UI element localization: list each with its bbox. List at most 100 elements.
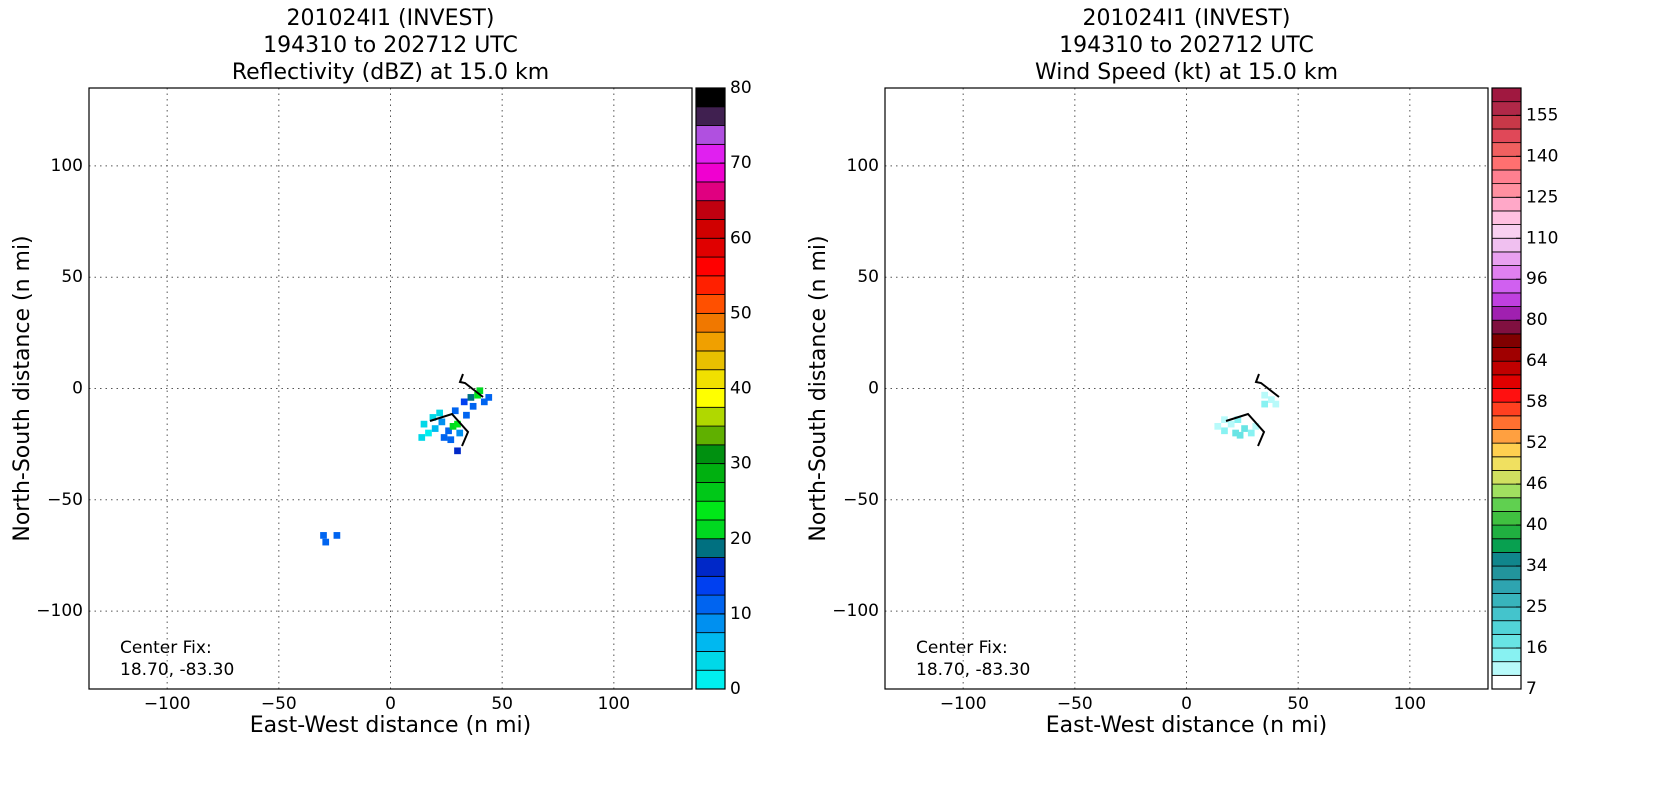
colorbar-tick-label: 46 <box>1526 474 1548 494</box>
colorbar-tick-label: 60 <box>730 228 752 248</box>
colorbar-tick-label: 58 <box>1526 392 1548 412</box>
radar-cell <box>474 391 481 399</box>
colorbar-segment <box>1491 142 1522 157</box>
colorbar-segment <box>695 575 726 596</box>
colorbar-segment <box>1491 565 1522 581</box>
colorbar-segment <box>695 294 726 314</box>
x-tick-label: 100 <box>598 694 630 714</box>
radar-cell <box>333 532 341 539</box>
radar-cell <box>445 427 452 435</box>
x-tick-label: −100 <box>144 694 191 714</box>
annotation: Center Fix: <box>916 638 1008 658</box>
colorbar-segment <box>1491 251 1522 266</box>
colorbar-tick-label: 155 <box>1526 105 1558 125</box>
colorbar-tick-label: 0 <box>730 679 741 699</box>
x-axis-label: East-West distance (n mi) <box>1046 713 1327 738</box>
colorbar-segment <box>695 463 726 483</box>
radar-cell <box>463 411 470 419</box>
colorbar-tick-label: 16 <box>1526 638 1548 658</box>
radar-cell <box>469 402 477 410</box>
colorbar-segment <box>695 331 726 352</box>
colorbar-tick-label: 125 <box>1526 187 1558 207</box>
colorbar-segment <box>1491 442 1522 458</box>
radar-cell <box>1268 396 1275 403</box>
plot-frame <box>884 87 1489 690</box>
colorbar-segment <box>1491 511 1522 526</box>
colorbar-segment <box>1491 620 1522 635</box>
colorbar-segment <box>695 200 726 220</box>
colorbar-segment <box>1491 592 1522 608</box>
chart-title: Reflectivity (dBZ) at 15.0 km <box>232 60 549 85</box>
colorbar-tick-label: 70 <box>730 153 752 173</box>
radar-cell <box>436 409 443 417</box>
colorbar-segment <box>695 632 726 652</box>
x-axis-label: East-West distance (n mi) <box>250 713 531 738</box>
colorbar-segment <box>695 275 726 295</box>
colorbar-segment <box>695 519 726 540</box>
radar-cell <box>1241 425 1248 432</box>
radar-cell <box>320 532 327 539</box>
barb <box>458 373 484 398</box>
colorbar-segment <box>695 312 726 333</box>
colorbar-segment <box>695 538 726 558</box>
colorbar-segment <box>1491 114 1522 130</box>
radar-cell <box>460 398 468 406</box>
radar-cell <box>431 425 439 432</box>
colorbar-segment <box>1491 633 1522 649</box>
colorbar-tick-label: 30 <box>730 454 752 474</box>
y-tick-label: 50 <box>857 267 879 287</box>
colorbar-segment <box>695 425 726 446</box>
x-tick-label: 50 <box>491 694 513 714</box>
y-tick-label: 0 <box>72 379 83 399</box>
colorbar-segment <box>1491 415 1522 430</box>
radar-cell <box>454 447 461 455</box>
colorbar-segment <box>695 406 726 427</box>
radar-cell <box>1234 416 1242 424</box>
y-tick-label: 50 <box>61 267 83 287</box>
colorbar-segment <box>695 482 726 502</box>
colorbar-segment <box>1491 388 1522 403</box>
annotation: 18.70, -83.30 <box>120 660 234 680</box>
x-tick-label: 50 <box>1287 694 1309 714</box>
colorbar-tick-label: 34 <box>1526 556 1548 576</box>
radar-cell <box>1221 416 1228 424</box>
chart-title: 194310 to 202712 UTC <box>263 33 518 58</box>
radar-cell <box>1252 422 1260 430</box>
colorbar-segment <box>1491 374 1522 389</box>
radar-cell <box>1261 391 1269 399</box>
radar-cell <box>485 394 493 401</box>
colorbar-segment <box>695 594 726 615</box>
radar-cell <box>480 398 488 406</box>
colorbar-segment <box>1491 292 1522 307</box>
radar-cell <box>1261 400 1269 408</box>
plot-frame <box>88 87 693 690</box>
radar-cell <box>467 394 475 401</box>
colorbar-segment <box>695 500 726 521</box>
colorbar-segment <box>695 219 726 239</box>
colorbar-segment <box>1491 401 1522 417</box>
colorbar-segment <box>1491 210 1522 225</box>
x-tick-label: 0 <box>1181 694 1192 714</box>
radar-cell <box>456 429 464 437</box>
colorbar-segment <box>1491 524 1522 540</box>
colorbar-segment <box>1491 87 1522 103</box>
colorbar-segment <box>695 162 726 183</box>
y-tick-label: −50 <box>47 490 83 510</box>
colorbar-segment <box>695 388 726 408</box>
colorbar-segment <box>695 256 726 277</box>
chart-title: 201024I1 (INVEST) <box>287 6 495 31</box>
y-tick-label: 100 <box>51 156 83 176</box>
colorbar-segment <box>1491 319 1522 335</box>
colorbar-segment <box>1491 538 1522 553</box>
radar-cell <box>1214 422 1222 430</box>
barb <box>1254 373 1280 398</box>
y-axis-label: North-South distance (n mi) <box>10 235 35 541</box>
radar-cell <box>1221 427 1228 435</box>
radar-cell <box>420 420 428 428</box>
y-tick-label: −50 <box>843 490 879 510</box>
colorbar-segment <box>1491 278 1522 294</box>
colorbar-segment <box>695 669 726 690</box>
colorbar-segment <box>1491 647 1522 663</box>
chart-title: 201024I1 (INVEST) <box>1083 6 1291 31</box>
